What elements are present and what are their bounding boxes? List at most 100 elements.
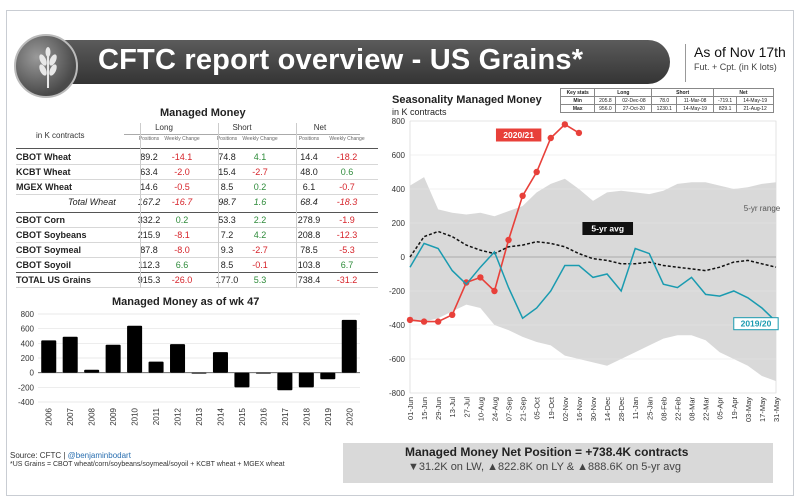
range-band-label: 5-yr range <box>744 204 781 213</box>
series-point <box>519 192 526 199</box>
table-row-label: KCBT Wheat <box>16 167 71 177</box>
table-cell: 68.4 <box>300 197 318 207</box>
series-label-2020-21-box <box>495 128 542 142</box>
table-cell: -18.2 <box>336 152 358 162</box>
source-prefix: Source: CFTC | <box>10 451 66 460</box>
table-cell: -18.3 <box>336 197 358 207</box>
table-cell: 332.2 <box>137 215 161 225</box>
table-cell: -26.0 <box>171 275 193 285</box>
bar <box>234 372 250 388</box>
season-x-tick-label: 29-Jun <box>434 397 443 420</box>
table-cell: 278.9 <box>297 215 321 225</box>
table-cell: 4.1 <box>253 152 267 162</box>
season-y-tick-label: -200 <box>389 287 406 296</box>
bar <box>41 340 57 373</box>
key-stats-cell: 829.1 <box>712 104 738 113</box>
bar <box>255 372 271 374</box>
season-x-tick-label: 05-Oct <box>533 396 542 419</box>
table-divider <box>16 148 378 149</box>
season-x-tick-label: 19-Oct <box>547 396 556 419</box>
table-row-label: CBOT Wheat <box>16 152 71 162</box>
season-x-tick-label: 10-Aug <box>476 397 485 421</box>
table-group-header: Net <box>280 123 360 135</box>
seasonality-units: in K contracts <box>392 107 447 117</box>
bar-x-tick-label: 2015 <box>238 407 247 425</box>
table-row: CBOT Soyoil 112.3 6.6 8.5 -0.1 103.8 6.7 <box>16 258 378 273</box>
table-row: KCBT Wheat 63.4 -2.0 15.4 -2.7 48.0 0.6 <box>16 165 378 180</box>
bar-y-tick-label: 400 <box>21 339 35 348</box>
key-stats-cell: -719.1 <box>712 96 738 105</box>
key-stats-cell: 14-May-19 <box>676 104 714 113</box>
bar-y-tick-label: 800 <box>21 310 35 319</box>
table-cell: 103.8 <box>297 260 321 270</box>
table-cell: -8.0 <box>174 245 190 255</box>
table-units: in K contracts <box>36 131 85 140</box>
table-row: CBOT Soybeans 215.9 -8.1 7.2 4.2 208.8 -12.3 <box>16 228 378 243</box>
table-cell: 215.9 <box>137 230 161 240</box>
title-banner <box>46 40 670 84</box>
table-column-divider <box>218 123 219 288</box>
five-year-range-band <box>410 177 776 382</box>
table-column-divider <box>140 123 141 288</box>
table-group-header: Long <box>124 123 204 135</box>
table-cell: 9.3 <box>220 245 234 255</box>
table-row: CBOT Corn 332.2 0.2 53.3 2.2 278.9 -1.9 <box>16 213 378 228</box>
table-row: MGEX Wheat 14.6 -0.5 8.5 0.2 6.1 -0.7 <box>16 180 378 195</box>
key-stats-group: Net <box>712 88 775 97</box>
as-of-date: As of Nov 17th <box>694 44 786 60</box>
bar-x-tick-label: 2020 <box>345 407 354 425</box>
table-cell: 8.5 <box>220 182 234 192</box>
table-cell: 167.2 <box>137 197 161 207</box>
table-column-divider <box>296 123 297 288</box>
source-handle-link[interactable]: @benjaminbodart <box>67 451 131 460</box>
season-x-tick-label: 05-Apr <box>716 397 725 420</box>
series-label-2020-21: 2020/21 <box>503 130 534 140</box>
table-cell: 6.1 <box>302 182 316 192</box>
series-point <box>434 318 442 325</box>
series-label-2019-20: 2019/20 <box>741 319 772 329</box>
key-stats-label: Max <box>559 104 596 113</box>
bar-x-tick-label: 2019 <box>324 407 333 425</box>
table-cell: -31.2 <box>336 275 358 285</box>
table-row: CBOT Soymeal 87.8 -8.0 9.3 -2.7 78.5 -5.3 <box>16 243 378 258</box>
table-subheader: Positions <box>298 136 320 142</box>
series-point <box>505 236 512 244</box>
bar-x-tick-label: 2012 <box>174 407 183 425</box>
summary-subtitle: ▼31.2K on LW, ▲822.8K on LY & ▲888.6K on… <box>408 461 681 473</box>
season-x-tick-label: 28-Dec <box>617 397 626 421</box>
season-x-tick-label: 27-Jul <box>462 397 471 418</box>
season-x-tick-label: 24-Aug <box>490 397 499 421</box>
key-stats-cell: 14-May-19 <box>736 96 774 105</box>
series-line <box>409 242 777 323</box>
table-row-label: CBOT Soyoil <box>16 260 72 270</box>
key-stats-cell: 956.0 <box>594 104 617 113</box>
bar-x-tick-label: 2009 <box>109 407 118 425</box>
table-cell: 78.5 <box>300 245 318 255</box>
table-cell: -14.1 <box>171 152 193 162</box>
series-point <box>547 134 554 142</box>
table-cell: 8.5 <box>220 260 234 270</box>
key-stats-cell: 27-Oct-20 <box>615 104 653 113</box>
series-point <box>463 279 470 286</box>
bar-x-tick-label: 2008 <box>88 407 97 425</box>
season-x-tick-label: 14-Dec <box>603 397 612 421</box>
table-row-label: CBOT Soybeans <box>16 230 87 240</box>
series-point <box>561 121 569 128</box>
key-stats-group: Long <box>594 88 653 97</box>
key-stats-group: Short <box>651 88 714 97</box>
bar-x-tick-label: 2007 <box>66 407 75 425</box>
table-cell: -2.7 <box>252 245 268 255</box>
bar <box>212 352 228 373</box>
key-stats-title: Key stats <box>559 88 596 97</box>
summary-title: Managed Money Net Position = +738.4K con… <box>405 445 689 459</box>
table-cell: -0.7 <box>339 182 355 192</box>
season-y-tick-label: 200 <box>392 219 406 228</box>
key-stats-table: Key stats Long Short Net Min 205.8 02-De… <box>559 88 775 113</box>
bar-x-tick-label: 2013 <box>195 407 204 425</box>
bar <box>84 369 100 373</box>
season-y-tick-label: -400 <box>389 321 406 330</box>
key-stats-cell: 205.8 <box>594 96 617 105</box>
table-cell: 89.2 <box>140 152 158 162</box>
table-divider <box>16 194 378 195</box>
